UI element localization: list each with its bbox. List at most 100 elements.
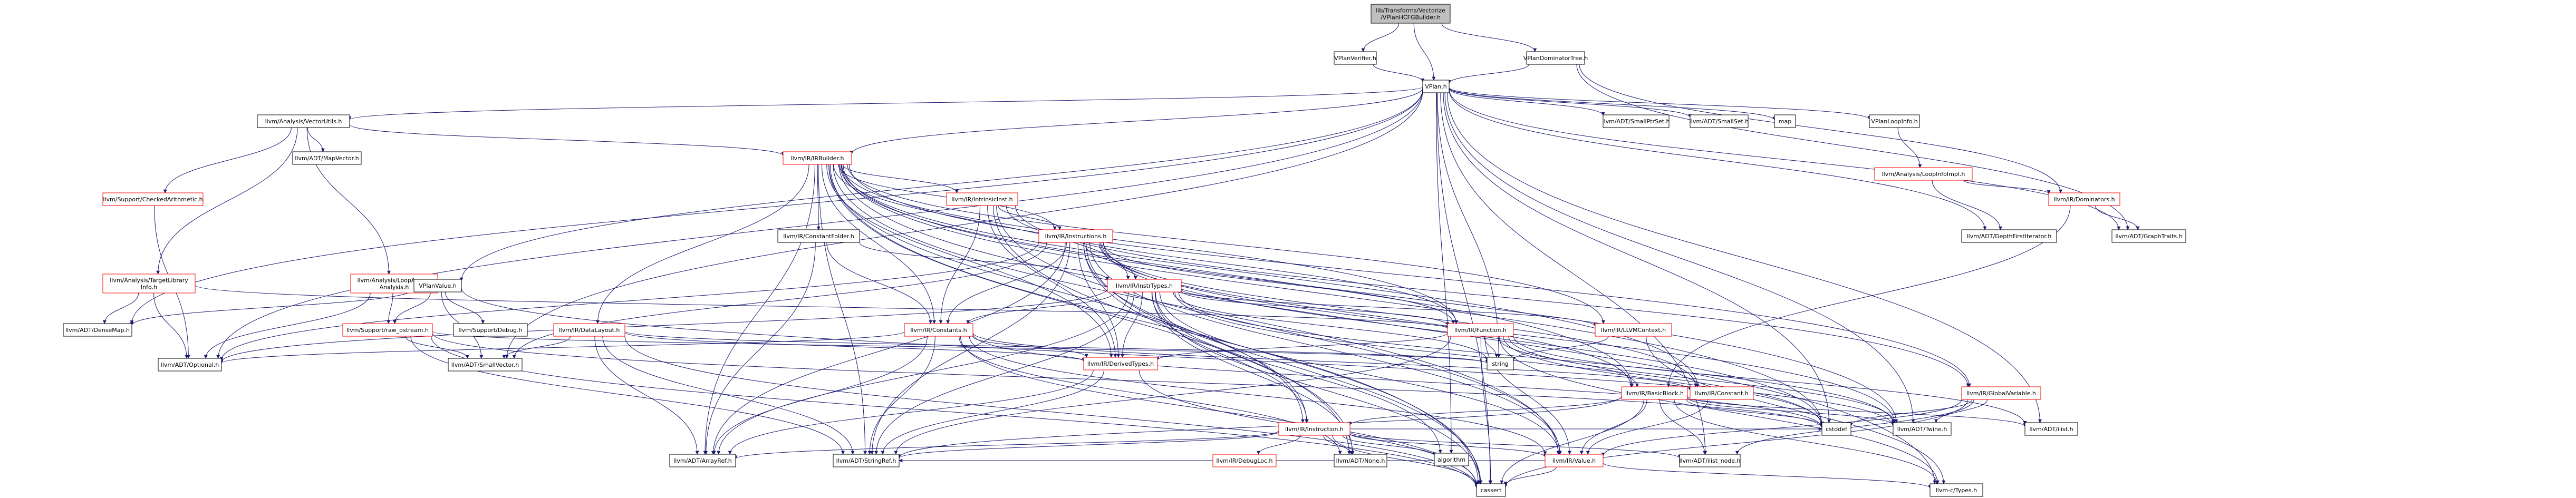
node-label-string-0: string: [1492, 360, 1509, 367]
edge-intrinsicinst-to-derivedtypes: [987, 205, 1117, 358]
node-label-globalvariable-0: llvm/IR/GlobalVariable.h: [1966, 390, 2036, 397]
node-label-smallvector-0: llvm/ADT/SmallVector.h: [451, 362, 519, 368]
edge-instructions-to-smallvector: [512, 242, 1047, 359]
node-box-checkedarith: [102, 192, 204, 206]
edge-basicblock-to-cassert: [1500, 399, 1644, 484]
edge-llvmcontext-to-string: [1511, 336, 1609, 361]
node-algorithm: algorithm: [1434, 453, 1469, 466]
node-insttypes[interactable]: llvm/IR/InstrTypes.h: [1107, 279, 1182, 292]
node-box-graphtraits: [2111, 229, 2186, 243]
node-box-mapvector: [292, 151, 362, 165]
edge-irbuilder-to-value: [833, 164, 1560, 455]
node-loopinfoimpl[interactable]: llvm/Analysis/LoopInfoImpl.h: [1874, 167, 1973, 181]
edge-constantfolder-to-insttypes: [859, 242, 1109, 281]
edge-instruction-to-arrayref: [734, 431, 1279, 460]
edge-insttypes-to-llvmcontext: [1181, 289, 1597, 327]
node-datalayout[interactable]: llvm/IR/DataLayout.h: [553, 323, 625, 337]
edge-constantfolder-to-constants: [826, 242, 933, 324]
edge-instructions-to-function: [1103, 242, 1455, 324]
node-value[interactable]: llvm/IR/Value.h: [1545, 454, 1604, 467]
node-box-targetlib: [102, 274, 196, 294]
edge-function-to-string: [1484, 336, 1499, 358]
node-label-targetlib-0: llvm/Analysis/TargetLibrary: [110, 277, 188, 284]
edge-insttypes-to-optional: [219, 288, 1108, 363]
node-box-smallptrset: [1603, 114, 1670, 128]
edge-irbuilder-to-globalvariable: [848, 164, 1972, 387]
node-label-derivedtypes-0: llvm/IR/DerivedTypes.h: [1087, 360, 1154, 367]
node-debugloc[interactable]: llvm/IR/DebugLoc.h: [1212, 454, 1277, 467]
node-box-ilist: [2024, 422, 2078, 436]
edge-targetlib-to-densemap: [102, 292, 139, 324]
edge-root-to-vplanverifier: [1361, 23, 1399, 52]
node-label-vplanloopinfo-0: VPlanLoopInfo.h: [1871, 118, 1917, 125]
edge-insttypes-to-string: [1173, 291, 1489, 362]
node-box-datalayout: [553, 323, 625, 337]
node-box-optional: [158, 358, 222, 372]
node-cassert: cassert: [1476, 483, 1506, 497]
node-derivedtypes[interactable]: llvm/IR/DerivedTypes.h: [1083, 357, 1158, 370]
edge-function-to-cstddef: [1503, 336, 1824, 426]
edge-function-to-ctypes: [1499, 336, 1940, 484]
node-label-insttypes-0: llvm/IR/InstrTypes.h: [1116, 282, 1173, 289]
node-intrinsicinst[interactable]: llvm/IR/IntrinsicInst.h: [946, 192, 1018, 206]
edge-basicblock-to-instruction: [1348, 396, 1622, 426]
node-label-algorithm-0: algorithm: [1437, 456, 1465, 463]
node-box-irbuilder: [783, 151, 852, 165]
node-cstddef: cstddef: [1821, 422, 1851, 436]
edge-constant-to-value: [1586, 399, 1709, 455]
node-label-stringref-0: llvm/ADT/StringRef.h: [836, 457, 896, 464]
edge-irbuilder-to-intrinsicinst: [842, 164, 959, 193]
edge-intrinsicinst-to-function: [1006, 205, 1459, 324]
edge-vplan-to-smallptrset: [1449, 89, 1605, 116]
node-box-insttypes: [1107, 279, 1182, 292]
node-graphtraits: llvm/ADT/GraphTraits.h: [2111, 229, 2186, 243]
edge-globalvariable-to-twine: [1934, 399, 1988, 423]
edge-vplandomtree-to-dominators: [1579, 64, 2063, 193]
node-label-function-0: llvm/IR/Function.h: [1454, 327, 1507, 334]
node-constantfolder: llvm/IR/ConstantFolder.h: [777, 229, 860, 243]
edge-irbuilder-to-constantfolder: [816, 164, 821, 230]
edge-derivedtypes-to-stringref: [881, 369, 1105, 455]
node-box-constant: [1690, 386, 1754, 400]
node-vplan: VPlan.h: [1422, 80, 1450, 93]
node-label-intrinsicinst-0: llvm/IR/IntrinsicInst.h: [951, 196, 1012, 203]
edge-vectorutils-to-mapvector: [307, 127, 325, 152]
node-box-globalvariable: [1961, 386, 2041, 400]
node-label-vplanvalue-0: VPlanValue.h: [419, 282, 457, 289]
node-checkedarith[interactable]: llvm/Support/CheckedArithmetic.h: [102, 192, 204, 206]
node-label-smallset-0: llvm/ADT/SmallSet.h: [1690, 118, 1749, 125]
node-instructions[interactable]: llvm/IR/Instructions.h: [1038, 229, 1113, 243]
node-function[interactable]: llvm/IR/Function.h: [1447, 323, 1514, 337]
node-globalvariable[interactable]: llvm/IR/GlobalVariable.h: [1961, 386, 2041, 400]
node-box-ctypes: [1929, 483, 1983, 497]
node-box-dominators: [2048, 192, 2120, 206]
node-irbuilder[interactable]: llvm/IR/IRBuilder.h: [783, 151, 852, 165]
edge-instructions-to-basicblock: [1098, 242, 1633, 387]
node-basicblock[interactable]: llvm/IR/BasicBlock.h: [1621, 386, 1688, 400]
node-rawostream[interactable]: llvm/Support/raw_ostream.h: [342, 323, 433, 337]
edge-instructions-to-constants: [946, 242, 1067, 324]
edge-irbuilder-to-function: [841, 164, 1458, 324]
edge-instructions-to-instruction: [1083, 242, 1309, 423]
node-box-debugloc: [1212, 454, 1277, 467]
node-box-ilistnode: [1679, 454, 1741, 467]
node-dominators[interactable]: llvm/IR/Dominators.h: [2048, 192, 2120, 206]
node-label-debug-0: llvm/Support/Debug.h: [459, 327, 523, 334]
node-instruction[interactable]: llvm/IR/Instruction.h: [1278, 422, 1350, 436]
edge-irbuilder-to-none: [828, 164, 1351, 455]
edge-datalayout-to-arrayref: [594, 336, 699, 455]
node-constant[interactable]: llvm/IR/Constant.h: [1690, 386, 1754, 400]
node-llvmcontext[interactable]: llvm/IR/LLVMContext.h: [1595, 323, 1672, 337]
node-label-smallptrset-0: llvm/ADT/SmallPtrSet.h: [1602, 118, 1670, 125]
edge-instruction-to-stringref: [897, 431, 1279, 459]
node-vplanloopinfo: VPlanLoopInfo.h: [1869, 114, 1920, 128]
node-smallset: llvm/ADT/SmallSet.h: [1690, 114, 1749, 128]
node-constants[interactable]: llvm/IR/Constants.h: [904, 323, 973, 337]
edge-datalayout-to-string: [624, 331, 1489, 364]
node-box-instructions: [1038, 229, 1113, 243]
edge-constants-to-arrayref: [712, 336, 928, 455]
edge-constantfolder-to-arrayref: [704, 242, 816, 455]
